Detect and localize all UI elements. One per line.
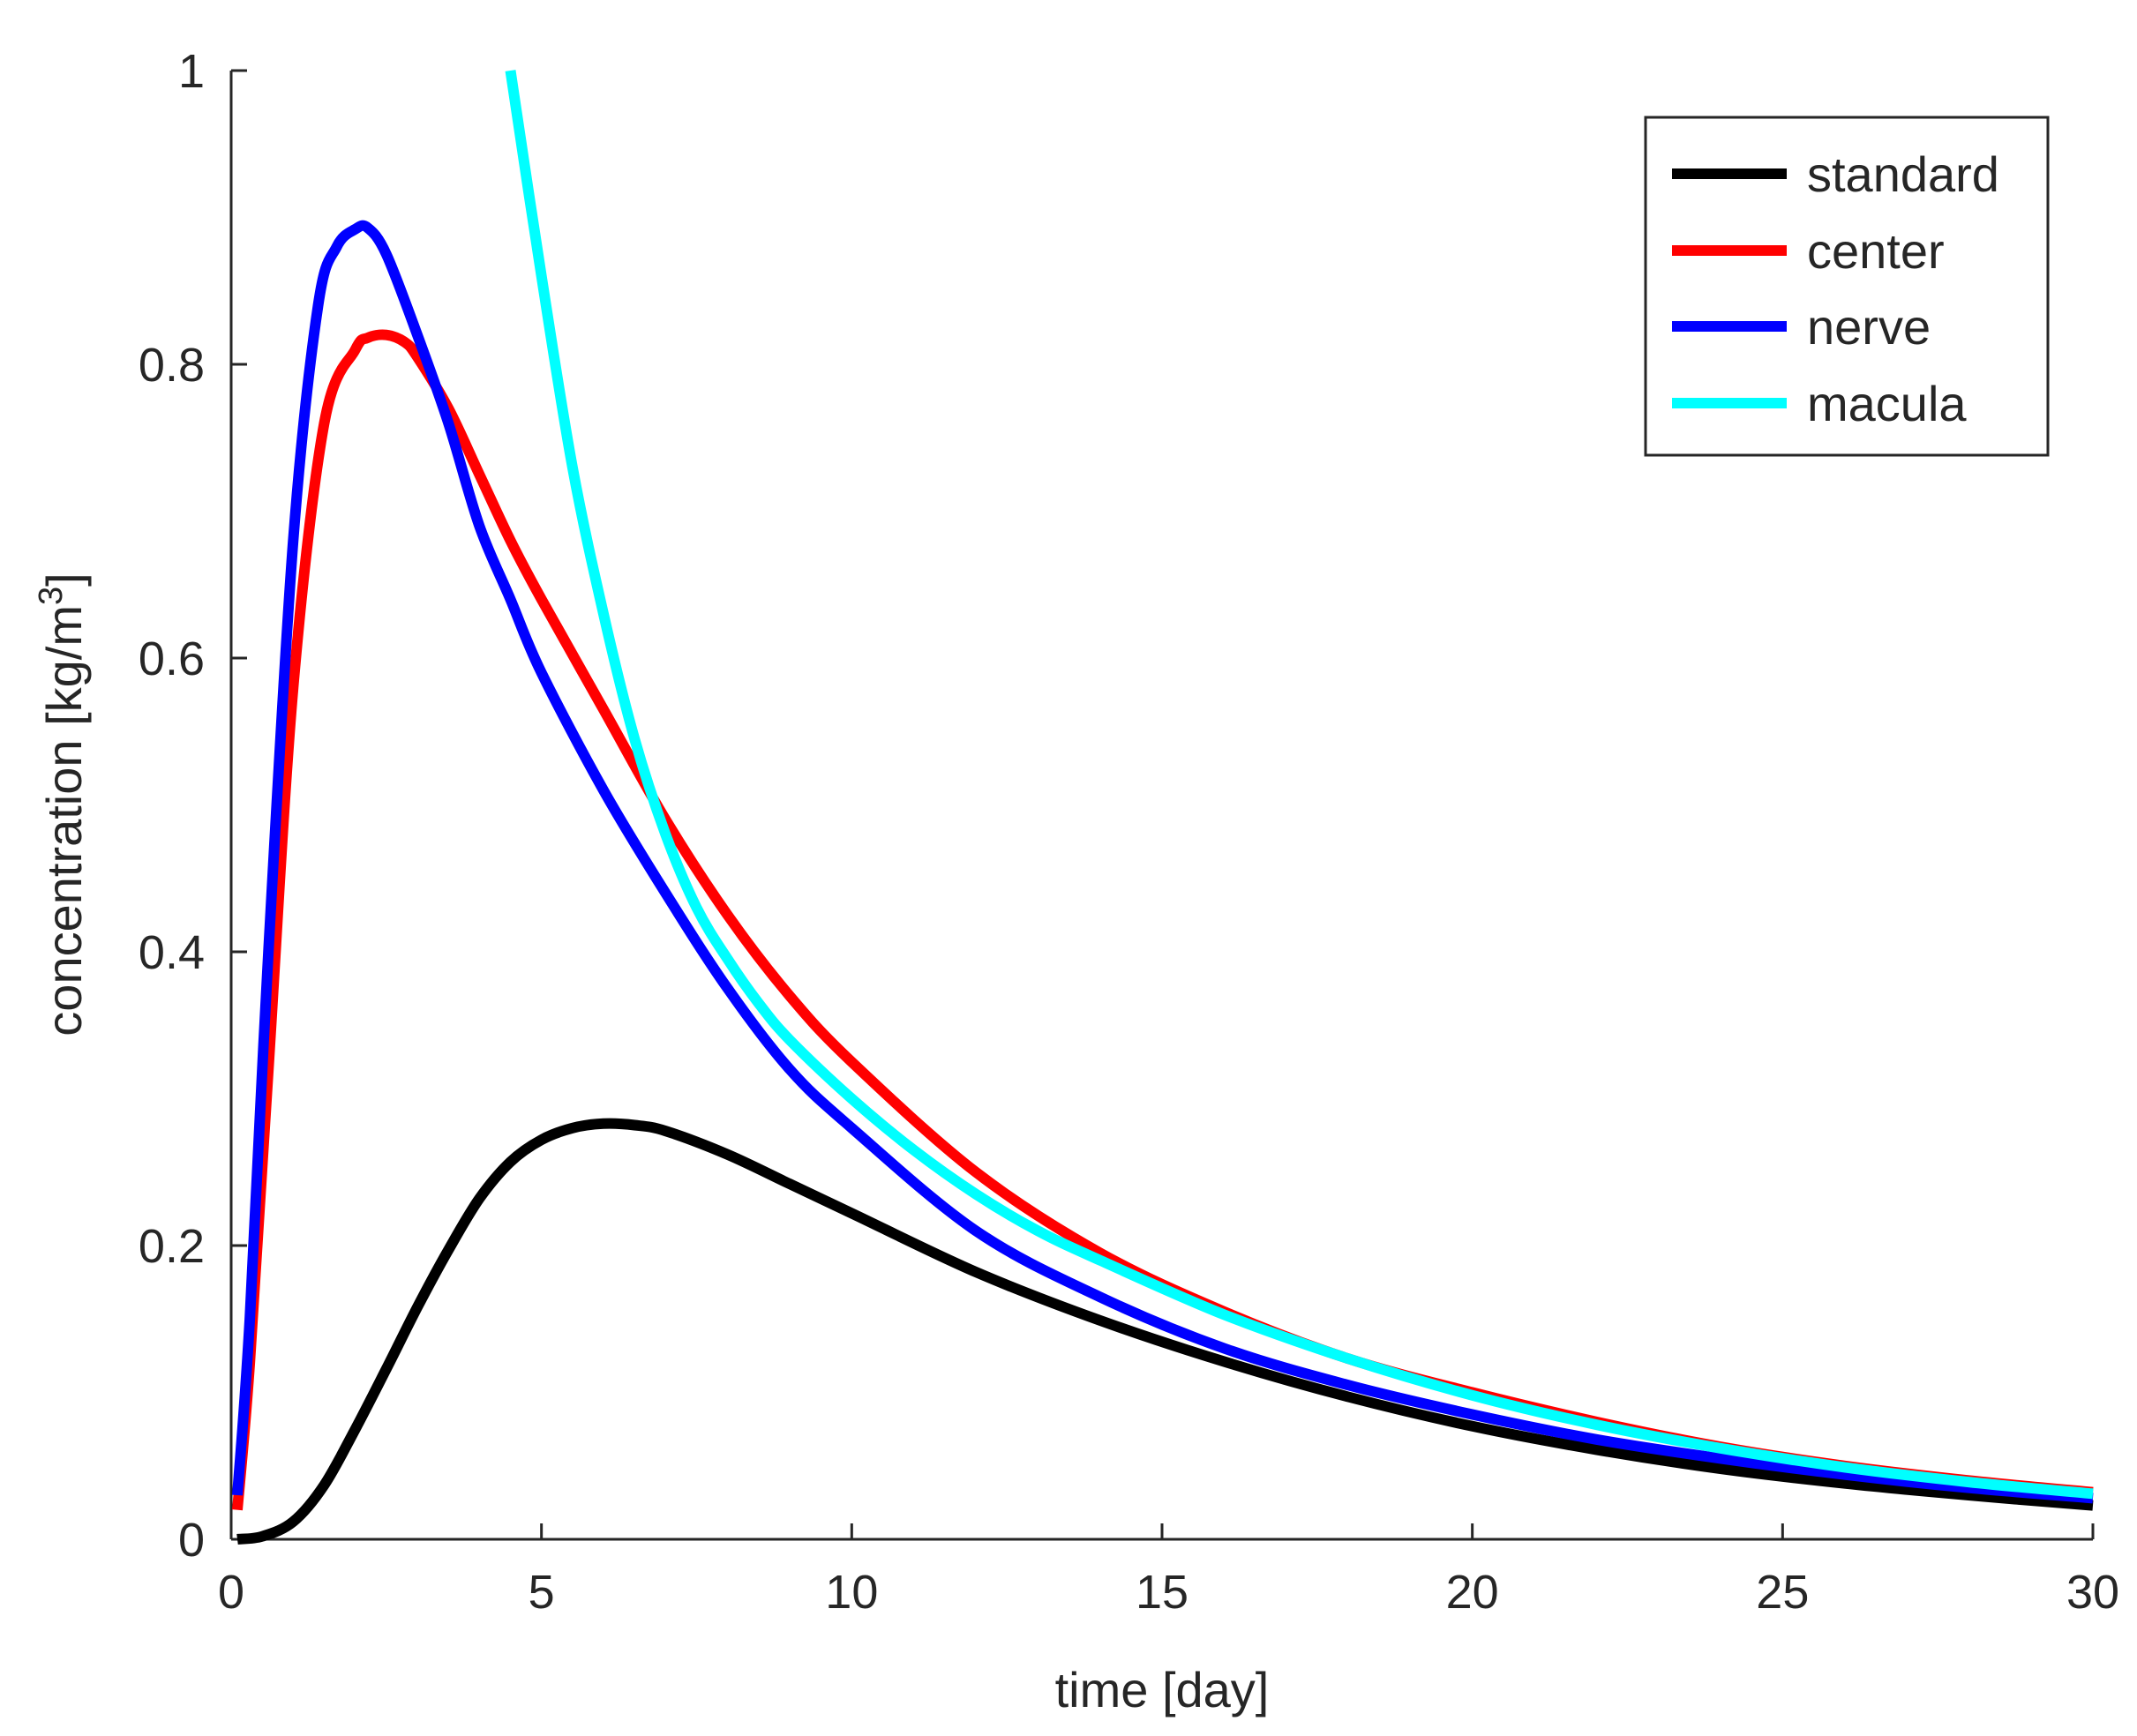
legend-items: standard center nerve macula (1672, 146, 1999, 431)
series-line-nerve (232, 220, 2094, 1504)
y-tick-label: 1 (178, 45, 205, 98)
legend-label-center: center (1807, 223, 1945, 279)
x-tick-label: 25 (1756, 1566, 1809, 1619)
legend-label-macula: macula (1807, 376, 1967, 431)
y-tick-label: 0.8 (139, 339, 205, 392)
x-tick-label: 0 (218, 1566, 244, 1619)
y-tick-label: 0 (178, 1514, 205, 1567)
y-tick-label: 0.6 (139, 632, 205, 685)
series-line-center (232, 329, 2094, 1511)
series-line-standard (236, 1118, 2094, 1545)
x-axis-ticks: 0 5 10 15 20 25 30 (218, 1523, 2119, 1619)
y-axis-ticks: 0 0.2 0.4 0.6 0.8 1 (139, 45, 247, 1567)
x-tick-label: 30 (2066, 1566, 2119, 1619)
x-tick-label: 20 (1446, 1566, 1499, 1619)
legend-label-standard: standard (1807, 146, 1999, 202)
series-line-macula (505, 70, 2094, 1500)
y-axis-title-superscript: 3 (33, 587, 70, 605)
y-axis-title-main: concentration [kg/m (36, 605, 92, 1036)
y-tick-label: 0.2 (139, 1220, 205, 1273)
x-axis-title: time [day] (1055, 1662, 1270, 1717)
legend: standard center nerve macula (1644, 116, 2050, 457)
x-tick-label: 15 (1136, 1566, 1188, 1619)
x-tick-label: 5 (529, 1566, 555, 1619)
x-tick-label: 10 (825, 1566, 878, 1619)
y-tick-label: 0.4 (139, 926, 205, 979)
series-lines (232, 70, 2094, 1545)
legend-label-nerve: nerve (1807, 299, 1931, 355)
y-axis-title-close: ] (36, 572, 92, 587)
y-axis-title: concentration [kg/m3] (33, 572, 92, 1036)
